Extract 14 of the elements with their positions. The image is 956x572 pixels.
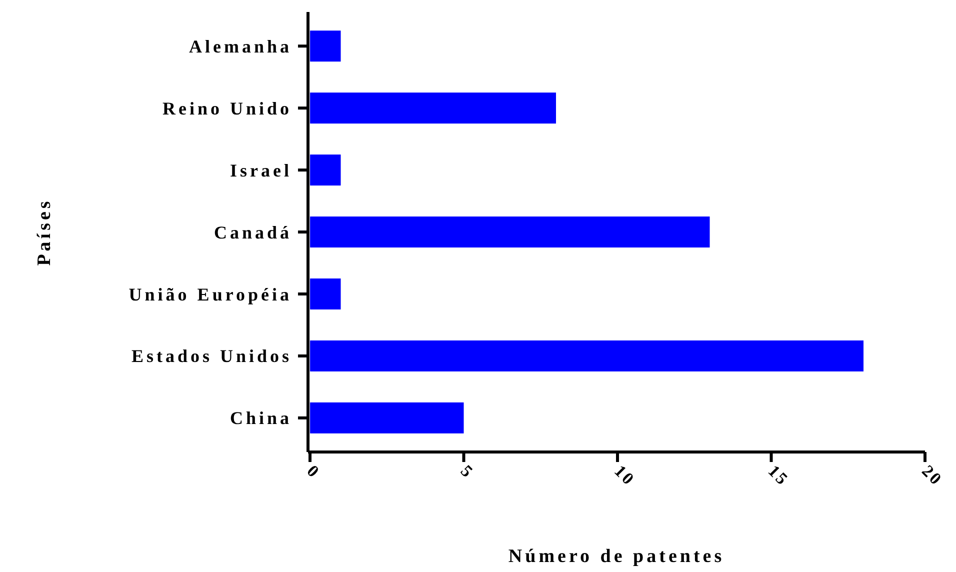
x-axis-title: Número de patentes xyxy=(508,546,725,567)
x-tick-label: 10 xyxy=(610,461,639,490)
x-tick-label: 20 xyxy=(918,461,946,490)
y-tick-label: China xyxy=(230,408,292,428)
x-tick-label: 15 xyxy=(764,461,793,490)
x-tick-label: 5 xyxy=(456,461,478,482)
y-axis-title: Países xyxy=(34,198,55,266)
y-tick-label: Alemanha xyxy=(188,36,292,56)
y-tick-label: Reino Unido xyxy=(162,98,292,118)
y-tick-label: Canadá xyxy=(214,222,292,242)
y-tick-label: União Européia xyxy=(128,284,292,304)
y-tick-label: Israel xyxy=(230,160,292,180)
y-tick-label: Estados Unidos xyxy=(131,346,292,366)
x-tick-label: 0 xyxy=(303,461,324,482)
